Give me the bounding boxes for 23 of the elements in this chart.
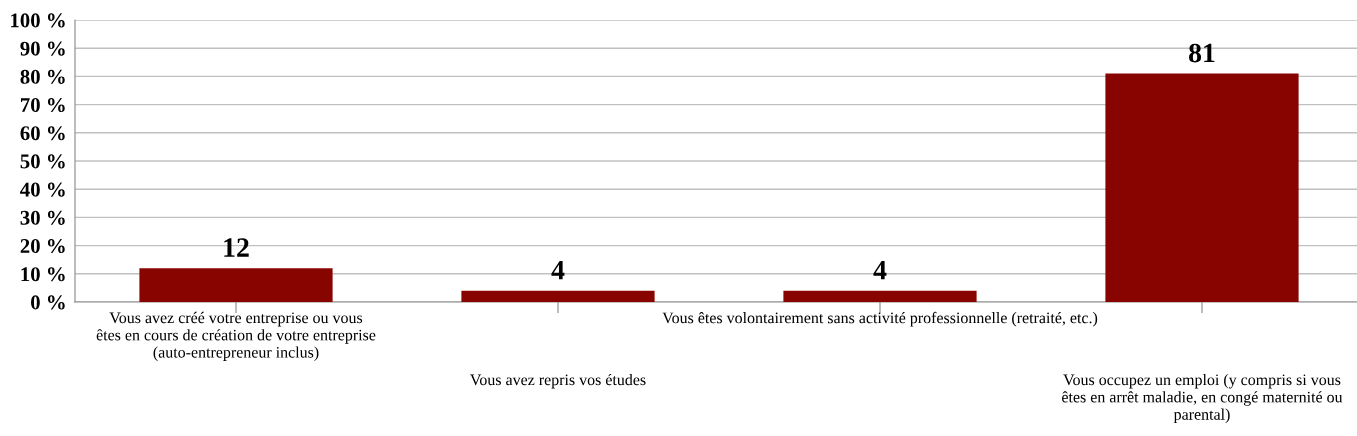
y-tick-label: 60 % <box>20 126 65 141</box>
x-tick-label: Vous avez créé votre entreprise ou vous êtes en cours de création de votre entreprise (auto-entrepreneur inclus) <box>96 311 376 361</box>
y-tick-label: 10 % <box>21 267 65 282</box>
data-label: 4 <box>551 260 565 280</box>
y-tick-label: 50 % <box>20 154 65 169</box>
bar <box>461 290 655 302</box>
y-tick-label: 70 % <box>20 97 65 113</box>
bar <box>1105 73 1299 302</box>
x-tick-label: Vous occupez un emploi (y compris si vous êtes en arrêt maladie, en congé maternité ou parental) <box>1062 373 1343 424</box>
y-tick-label: 30 % <box>20 210 65 225</box>
x-tick-label: Vous avez repris vos études <box>470 373 646 389</box>
data-label: 12 <box>224 238 249 257</box>
y-tick-label: 100 % <box>11 13 65 28</box>
data-label: 81 <box>1189 43 1215 63</box>
y-tick-label: 20 % <box>20 238 65 254</box>
y-tick-label: 90 % <box>20 41 65 56</box>
bar <box>783 290 977 302</box>
y-tick-label: 0 % <box>31 295 65 310</box>
bar <box>139 268 333 302</box>
y-tick-label: 80 % <box>20 69 65 84</box>
data-label: 4 <box>873 260 887 280</box>
y-tick-label: 40 % <box>20 182 65 197</box>
x-tick-label: Vous êtes volontairement sans activité professionnelle (retraité, etc.) <box>662 311 1098 327</box>
